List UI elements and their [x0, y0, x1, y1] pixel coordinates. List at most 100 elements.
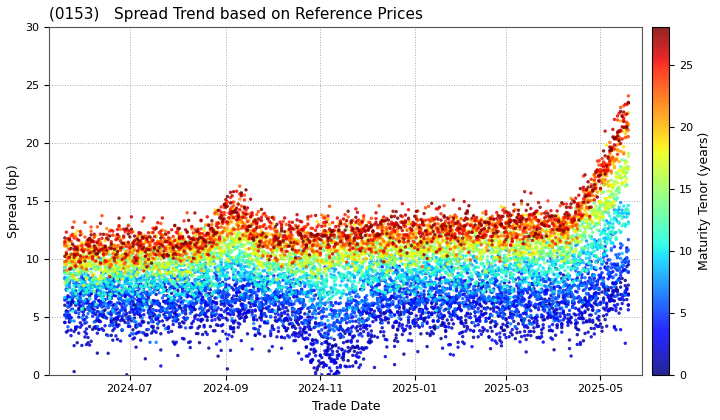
Point [243, 253, 255, 260]
Point [327, 239, 338, 245]
Point [599, 287, 611, 294]
Point [217, 269, 228, 276]
Point [362, 316, 374, 323]
Point [135, 283, 146, 289]
Point [409, 304, 420, 311]
Point [273, 243, 284, 250]
Point [107, 262, 119, 269]
Point [541, 289, 552, 296]
Point [199, 287, 210, 294]
Point [457, 320, 469, 327]
Point [559, 267, 571, 274]
Point [354, 331, 365, 338]
Point [444, 302, 456, 309]
Point [580, 297, 591, 303]
Point [420, 264, 431, 270]
Point [451, 220, 462, 227]
Point [474, 275, 485, 281]
Point [401, 249, 413, 256]
Point [118, 298, 130, 304]
Point [320, 244, 332, 251]
Point [619, 289, 631, 296]
Point [210, 265, 221, 271]
Point [149, 281, 161, 288]
Point [235, 278, 247, 284]
Point [582, 223, 594, 229]
Point [226, 255, 238, 261]
Point [233, 287, 244, 294]
Point [169, 341, 181, 347]
Point [130, 236, 142, 243]
Point [199, 238, 210, 244]
Point [518, 310, 529, 317]
Point [149, 271, 161, 278]
Point [96, 276, 108, 283]
Point [531, 276, 543, 283]
Point [226, 262, 238, 269]
Point [204, 225, 216, 232]
Point [257, 230, 269, 236]
Point [325, 302, 337, 308]
Point [494, 215, 505, 221]
Point [75, 324, 86, 331]
Point [577, 315, 589, 322]
Point [562, 276, 574, 283]
Point [90, 292, 102, 299]
Point [584, 207, 595, 213]
Point [420, 284, 431, 290]
Point [601, 264, 613, 271]
Point [390, 220, 402, 227]
Point [393, 283, 405, 289]
Point [554, 252, 566, 258]
Point [248, 261, 259, 268]
Point [271, 227, 283, 234]
Point [570, 258, 582, 265]
Point [195, 278, 207, 285]
Point [384, 308, 396, 315]
Point [344, 318, 356, 325]
Point [426, 281, 438, 288]
Point [474, 314, 485, 320]
Point [550, 217, 562, 223]
Point [441, 242, 453, 249]
Point [84, 239, 95, 246]
Point [428, 295, 439, 302]
Point [253, 260, 264, 267]
Point [181, 315, 193, 322]
Point [271, 256, 283, 263]
Point [454, 230, 465, 236]
Point [203, 232, 215, 239]
Point [508, 201, 520, 208]
Point [477, 268, 489, 275]
Point [570, 221, 582, 228]
Point [297, 227, 309, 234]
Point [402, 217, 414, 223]
Point [188, 255, 199, 262]
Point [420, 228, 431, 234]
Point [556, 222, 567, 229]
Point [448, 309, 459, 315]
Point [539, 238, 551, 244]
Point [387, 256, 399, 262]
Point [289, 269, 301, 276]
Point [276, 221, 287, 228]
Point [503, 217, 515, 224]
Point [460, 215, 472, 222]
Point [339, 253, 351, 260]
Point [387, 260, 399, 267]
Point [161, 316, 173, 323]
Point [438, 312, 450, 319]
Point [138, 295, 150, 302]
Point [284, 237, 295, 244]
Point [402, 244, 414, 250]
Point [276, 312, 287, 319]
Point [418, 291, 430, 298]
Point [323, 241, 334, 248]
Point [611, 229, 622, 236]
Point [158, 248, 170, 255]
Point [549, 288, 560, 294]
Point [308, 292, 320, 299]
Point [584, 233, 595, 239]
Point [351, 251, 363, 258]
Point [200, 251, 212, 258]
